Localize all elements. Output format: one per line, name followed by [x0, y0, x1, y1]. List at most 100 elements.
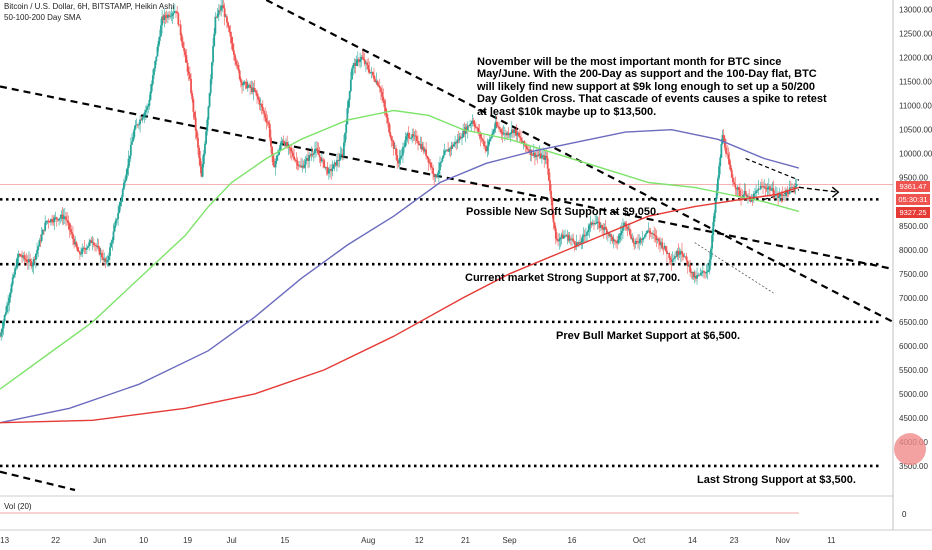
candle-body [340, 153, 343, 155]
candle-body [510, 129, 513, 134]
candle-body [443, 151, 446, 156]
candle-body [289, 147, 292, 151]
candle-body [176, 11, 179, 14]
candle-body [73, 238, 76, 245]
candle-body [436, 173, 439, 177]
candle-body [515, 129, 518, 136]
candle-body [143, 112, 146, 116]
candle-body [474, 127, 477, 128]
sma-200-line [0, 186, 800, 424]
candle-body [568, 238, 571, 241]
candle-body [193, 111, 196, 118]
last-price-tag: 9361.47 [896, 181, 930, 192]
candle-body [437, 170, 440, 174]
indicator-label: 50-100-200 Day SMA [4, 13, 81, 22]
candle-body [455, 141, 458, 144]
candle-body [166, 14, 169, 18]
candle-body [11, 277, 14, 285]
candle-body [198, 147, 201, 159]
candle-body [502, 133, 505, 135]
candle-body [294, 159, 297, 161]
candle-body [179, 24, 182, 36]
candle-body [556, 238, 558, 241]
candle-body [362, 58, 365, 60]
candle-body [293, 156, 296, 160]
y-tick-label: 7500.00 [899, 270, 928, 279]
candle-body [252, 87, 255, 92]
candle-body [554, 228, 557, 239]
candle-body [188, 74, 191, 79]
candle-body [51, 219, 54, 222]
candle-body [446, 149, 448, 151]
candle-body [690, 271, 693, 274]
candle-body [238, 70, 241, 80]
x-tick-label: 22 [51, 536, 60, 545]
candle-body [87, 245, 89, 248]
y-tick-label: 5000.00 [899, 390, 928, 399]
candle-body [720, 144, 723, 158]
candle-body [605, 229, 608, 234]
candle-body [271, 146, 274, 155]
candle-body [245, 82, 248, 89]
candle-body [384, 107, 387, 114]
candle-body [647, 230, 650, 232]
candle-body [232, 50, 235, 55]
candle-body [415, 136, 418, 142]
bull-support-label: Prev Bull Market Support at $6,500. [556, 330, 741, 342]
candle-body [424, 149, 426, 152]
price-marker-circle [894, 433, 926, 466]
candle-body [10, 284, 13, 293]
candle-body [485, 146, 488, 152]
candle-body [207, 106, 210, 120]
candle-body [283, 142, 286, 146]
candle-body [1, 328, 4, 333]
candle-body [99, 252, 102, 255]
candle-body [349, 79, 352, 92]
candle-body [590, 222, 593, 225]
candle-body [672, 258, 675, 260]
candle-body [536, 155, 539, 156]
candle-body [425, 149, 428, 156]
candle-body [333, 162, 336, 165]
candle-body [450, 145, 453, 150]
candle-body [434, 175, 437, 178]
candle-body [412, 134, 415, 137]
candle-body [627, 228, 630, 230]
candle-body [649, 232, 652, 234]
candle-body [575, 242, 578, 246]
candle-body [237, 64, 240, 71]
candle-body [100, 252, 103, 258]
candle-body [6, 305, 8, 313]
candle-body [29, 259, 32, 262]
candle-body [360, 56, 363, 61]
candle-body [157, 40, 160, 47]
candle-body [469, 124, 472, 127]
candle-body [451, 145, 454, 147]
candle-body [457, 139, 460, 141]
candle-body [364, 62, 367, 64]
candle-body [525, 146, 528, 150]
candle-body [476, 127, 478, 129]
y-tick-label: 11500.00 [899, 78, 932, 87]
candle-body [8, 297, 11, 304]
candle-body [791, 187, 793, 189]
candle-body [755, 191, 758, 194]
candle-body [136, 124, 139, 126]
projection-arrow-line [798, 186, 839, 193]
candle-body [308, 155, 311, 161]
volume-zero-tick: 0 [902, 510, 907, 519]
candle-body [579, 242, 582, 244]
candle-body [381, 91, 384, 97]
candle-body [223, 8, 226, 17]
candle-body [748, 196, 751, 198]
candle-body [215, 16, 218, 18]
candle-body [631, 238, 634, 240]
candle-body [37, 246, 40, 251]
candle-body [68, 222, 71, 230]
candle-body [369, 72, 372, 73]
candle-body [94, 244, 96, 246]
candle-body [148, 99, 151, 106]
candle-body [562, 235, 565, 239]
candle-body [452, 144, 455, 147]
